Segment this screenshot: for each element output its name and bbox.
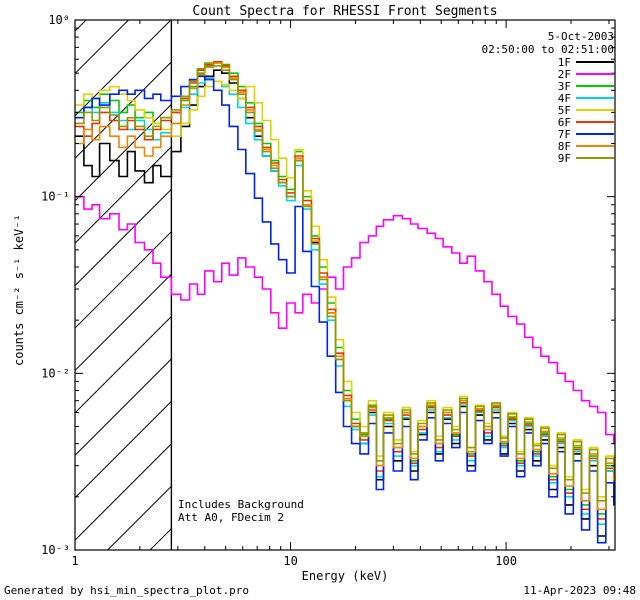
legend-label: 7F <box>557 127 571 141</box>
x-axis-label: Energy (keV) <box>301 569 389 583</box>
legend-row-6F: 6F <box>482 115 614 129</box>
series-line-9F <box>75 62 615 502</box>
tick-labels: 1 10 100 10⁰ 10⁻¹ 10⁻² 10⁻³ <box>41 13 517 568</box>
legend-date: 5-Oct-2003 <box>547 30 614 43</box>
legend-row-9F: 9F <box>482 151 614 165</box>
legend-line-swatch <box>576 61 614 63</box>
legend-label: 1F <box>557 55 571 69</box>
chart-title: Count Spectra for RHESSI Front Segments <box>192 4 498 19</box>
y-tick-label: 10⁻² <box>41 366 70 380</box>
legend-row-4F: 4F <box>482 91 614 105</box>
legend-rows: 1F 2F 3F 4F 5F 6F 7F 8F 9F <box>482 55 614 165</box>
x-tick-label: 10 <box>283 554 297 568</box>
legend-line-swatch <box>576 145 614 147</box>
y-tick-label: 10⁻¹ <box>41 190 70 204</box>
series-lines <box>75 61 615 544</box>
x-tick-label: 100 <box>495 554 517 568</box>
legend-row-2F: 2F <box>482 67 614 81</box>
legend-line-swatch <box>576 121 614 123</box>
legend-line-swatch <box>576 157 614 159</box>
legend-row-5F: 5F <box>482 103 614 117</box>
legend-row-7F: 7F <box>482 127 614 141</box>
legend-row-8F: 8F <box>482 139 614 153</box>
legend-label: 4F <box>557 91 571 105</box>
axis-ticks <box>74 19 615 551</box>
legend-label: 5F <box>557 103 571 117</box>
y-tick-label: 10⁰ <box>48 13 70 27</box>
legend-label: 9F <box>557 151 571 165</box>
x-tick-label: 1 <box>71 554 78 568</box>
legend-label: 3F <box>557 79 571 93</box>
plot-frame <box>74 19 616 551</box>
attenuator-note: Att A0, FDecim 2 <box>178 511 284 524</box>
y-axis-label: counts cm⁻² s⁻¹ keV⁻¹ <box>12 214 26 366</box>
legend-line-swatch <box>576 97 614 99</box>
footer-generator: Generated by hsi_min_spectra_plot.pro <box>4 584 250 597</box>
footer-timestamp: 11-Apr-2023 09:48 <box>523 584 636 597</box>
background-note: Includes Background <box>178 498 304 511</box>
legend-label: 2F <box>557 67 571 81</box>
legend-label: 8F <box>557 139 571 153</box>
series-line-2F <box>75 195 615 445</box>
legend-label: 6F <box>557 115 571 129</box>
legend-line-swatch <box>576 133 614 135</box>
hatched-low-energy-region <box>75 20 172 550</box>
legend-row-1F: 1F <box>482 55 614 69</box>
y-tick-label: 10⁻³ <box>41 543 70 557</box>
legend-line-swatch <box>576 109 614 111</box>
legend-line-swatch <box>576 73 614 75</box>
legend-line-swatch <box>576 85 614 87</box>
legend-row-3F: 3F <box>482 79 614 93</box>
legend: 5-Oct-2003 02:50:00 to 02:51:00 1F 2F 3F 4F… <box>481 30 614 165</box>
legend-time: 02:50:00 to 02:51:00 <box>481 43 614 56</box>
